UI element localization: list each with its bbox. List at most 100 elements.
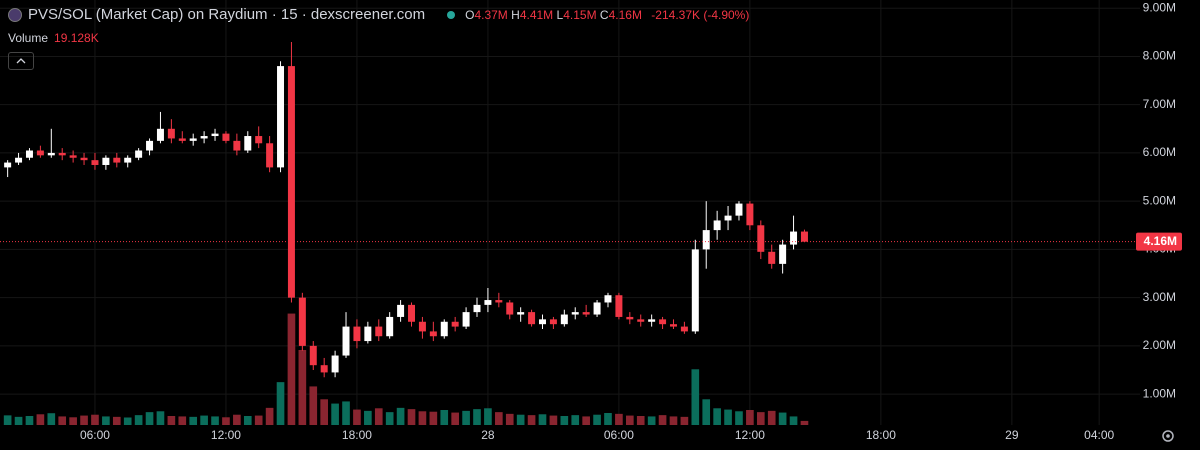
volume-bar [156,411,165,425]
candle-body [560,314,568,325]
volume-bar [167,416,176,425]
candle-body [713,220,721,231]
x-tick-label: 12:00 [211,428,241,442]
volume-bar [211,416,219,425]
collapse-icon [16,58,26,64]
candle-body [320,365,328,373]
y-tick-label: 9.00M [1143,0,1176,14]
volume-bar [14,416,23,425]
x-tick-label: 18:00 [342,428,372,442]
volume-bar [320,399,329,425]
volume-bar [123,417,132,425]
candle-body [113,157,121,163]
candle-body [178,138,186,141]
volume-bar [473,409,481,425]
candle-body [244,136,252,151]
volume-bar [287,313,296,425]
candle-body [659,319,667,325]
volume-bar [145,412,154,425]
last-price-tag [1136,232,1182,251]
candle-body [167,128,175,139]
y-tick-label: 6.00M [1143,145,1176,159]
volume-bar [789,416,798,425]
collapse-button[interactable] [8,52,34,70]
volume-bar [254,415,263,425]
ohlc-key: C [599,7,609,22]
candle-body [375,326,383,337]
volume-bar [385,412,394,425]
candle-body [495,300,503,303]
volume-bar [189,416,198,425]
volume-bar [178,416,187,425]
candle-body [277,66,285,168]
candle-body [691,249,699,332]
candle-body [36,150,44,156]
volume-bar [36,414,45,425]
x-tick-label: 29 [1005,428,1019,442]
candle-body [680,326,688,332]
volume-bar [462,410,470,425]
x-tick-label: 06:00 [80,428,110,442]
candle-body [124,157,132,163]
volume-bar [647,416,656,425]
candle-body [211,133,219,137]
volume-bar [702,399,711,425]
volume-bar [25,416,34,425]
candle-body [331,355,339,373]
volume-bar [746,410,754,425]
volume-bar [582,416,590,425]
volume-legend: Volume 19.128K [8,31,99,45]
grid [0,0,1140,425]
volume-title: Volume [8,31,49,45]
candle-body [222,133,230,141]
token-icon [8,7,22,22]
volume-bar [571,415,580,425]
x-tick-label: 28 [481,428,495,442]
candle-body [549,319,557,325]
candle-body [440,321,448,337]
volume-bar [396,407,405,425]
candle-body [386,316,394,337]
volume-bar [353,409,361,425]
candle-body [429,331,437,337]
candle-body [506,302,514,315]
candle-body [462,312,470,327]
volume-bar [80,415,88,425]
candle-body [146,140,154,151]
y-tick-label: 7.00M [1143,97,1176,111]
candle-body [397,304,405,317]
candle-body [528,312,536,325]
settings-gear[interactable] [1162,430,1174,442]
candle-body [768,251,776,264]
status-dot [447,10,456,19]
candle-body [757,225,765,252]
candle-body [571,312,579,315]
volume-bar [374,408,383,425]
volume-bar [265,407,274,425]
candle-body [724,215,732,221]
candle-body [298,297,306,346]
volume-bar [407,409,416,425]
volume-bar [680,416,689,425]
y-tick-label: 2.00M [1143,338,1176,352]
candle-body [604,295,612,303]
candle-body [189,138,197,141]
x-tick-label: 18:00 [866,428,896,442]
candle-body [626,316,634,320]
x-tick-label: 04:00 [1084,428,1114,442]
volume-value: 19.128K [54,31,99,45]
volume-bar [735,411,743,425]
volume-bar [47,413,56,425]
volume-bar [58,416,67,425]
candle-body [637,319,645,322]
ohlc-key: H [511,7,520,22]
settings-icon[interactable] [1162,430,1174,442]
candle-body [746,203,754,226]
candle-body [779,244,787,264]
candle-body [582,312,590,315]
candle-body [309,345,317,366]
volume-bar [516,414,525,425]
legend-header: PVS/SOL (Market Cap) on Raydium · 15 · d… [8,6,749,23]
candle-body [418,321,426,332]
candle-body [790,231,798,245]
